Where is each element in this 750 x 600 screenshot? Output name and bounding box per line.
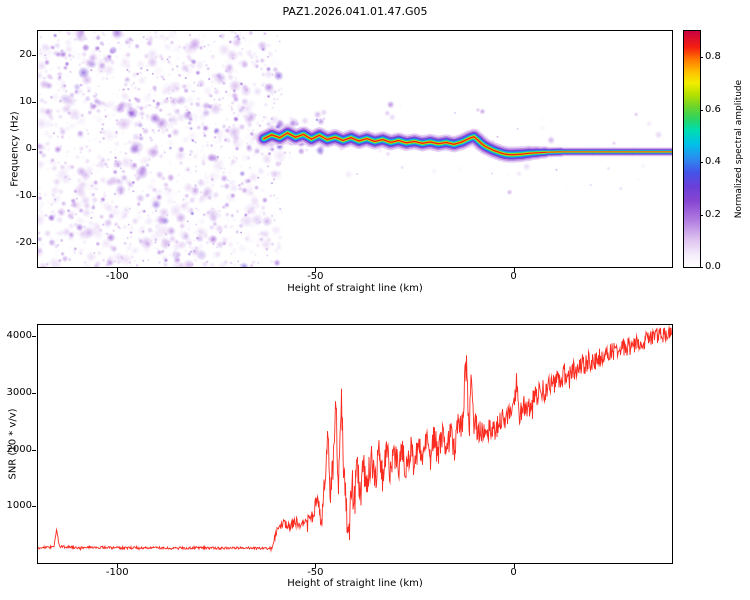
colorbar (683, 30, 701, 268)
y-tick-mark (32, 196, 36, 198)
y-tick-label: 20 (19, 48, 32, 60)
colorbar-tick-label: 0.2 (705, 208, 721, 220)
x-tick-label: 0 (510, 271, 517, 282)
snr-x-axis-label: Height of straight line (km) (287, 578, 423, 589)
spectrogram-x-axis-label: Height of straight line (km) (287, 283, 423, 294)
y-tick-mark (32, 54, 36, 56)
y-tick-mark (32, 393, 36, 394)
y-tick-mark (32, 449, 36, 451)
colorbar-tick-mark (700, 214, 703, 216)
y-tick-label: -10 (15, 190, 32, 202)
figure-title: PAZ1.2026.041.01.47.G05 (282, 5, 428, 18)
x-tick-mark (513, 564, 515, 568)
snr-plot (37, 324, 673, 564)
y-tick-label: -20 (15, 237, 32, 249)
x-tick-mark (117, 564, 119, 568)
y-tick-label: 1000 (6, 500, 32, 512)
colorbar-tick-mark (700, 267, 703, 268)
colorbar-tick-mark (700, 109, 703, 111)
colorbar-tick-label: 0.6 (705, 103, 721, 115)
colorbar-tick-label: 0.0 (705, 261, 721, 272)
y-tick-label: 3000 (6, 387, 32, 398)
colorbar-tick-label: 0.4 (705, 156, 721, 168)
x-tick-label: -100 (105, 271, 129, 282)
y-tick-label: 10 (19, 95, 32, 107)
x-tick-label: 0 (510, 567, 517, 578)
y-tick-mark (32, 506, 36, 508)
y-tick-label: 0 (25, 143, 32, 154)
colorbar-tick-label: 0.8 (705, 51, 721, 63)
x-tick-mark (513, 268, 515, 272)
x-tick-label: -50 (307, 271, 324, 282)
colorbar-tick-mark (700, 57, 703, 59)
spectrogram-plot (37, 30, 673, 268)
x-tick-mark (117, 268, 119, 272)
y-tick-mark (32, 336, 36, 338)
y-tick-mark (32, 101, 36, 103)
colorbar-label: Normalized spectral amplitude (734, 79, 744, 219)
y-tick-mark (32, 149, 36, 150)
x-tick-mark (315, 564, 317, 568)
y-tick-label: 4000 (6, 330, 32, 342)
x-tick-mark (315, 268, 317, 272)
x-tick-label: -100 (105, 567, 129, 578)
colorbar-tick-mark (700, 162, 703, 164)
spectrogram-canvas (38, 31, 672, 267)
y-tick-label: 2000 (6, 443, 32, 455)
snr-canvas (38, 325, 672, 563)
y-tick-mark (32, 243, 36, 245)
x-tick-label: -50 (307, 567, 324, 578)
